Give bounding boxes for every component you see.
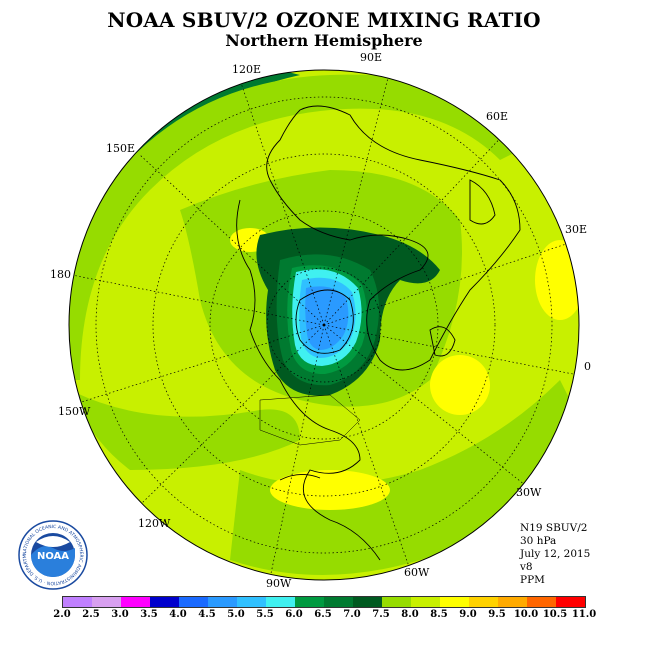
lon-label-30e: 30E bbox=[565, 223, 587, 236]
caribbean-coast bbox=[279, 474, 321, 481]
colorbar-segment bbox=[440, 597, 469, 607]
colorbar-tick-label: 6.0 bbox=[285, 609, 303, 620]
meridian-150e bbox=[139, 154, 325, 326]
meridian-120w bbox=[139, 324, 325, 506]
colorbar-tick-label: 5.5 bbox=[256, 609, 274, 620]
colorbar-segment bbox=[208, 597, 237, 607]
info-level: 30 hPa bbox=[520, 535, 557, 547]
colorbar-segment bbox=[556, 597, 585, 607]
map-title: NOAA SBUV/2 OZONE MIXING RATIO bbox=[107, 8, 541, 32]
colorbar-segment bbox=[179, 597, 208, 607]
field-yellow-europe bbox=[430, 355, 490, 415]
field-green-left bbox=[70, 390, 300, 470]
info-units: PPM bbox=[520, 574, 545, 586]
lon-label-180: 180 bbox=[50, 268, 71, 281]
scandinavia-coast bbox=[429, 326, 456, 357]
meridian-90w bbox=[269, 324, 325, 579]
colorbar-segment bbox=[121, 597, 150, 607]
logo-bird-icon bbox=[36, 536, 70, 547]
ozone-field bbox=[69, 70, 579, 580]
colorbar-segment bbox=[237, 597, 266, 607]
colorbar-tick-label: 5.0 bbox=[227, 609, 245, 620]
lon-label-150e: 150E bbox=[106, 142, 135, 155]
colorbar-tick-label: 9.0 bbox=[459, 609, 477, 620]
colorbar bbox=[62, 596, 586, 608]
colorbar-ticks: 2.0 2.5 3.0 3.5 4.0 4.5 5.0 5.5 6.0 6.5 7.0 7.5 8.0 8… bbox=[53, 609, 596, 623]
lat-circle-30 bbox=[152, 153, 496, 497]
info-satellite: N19 SBUV/2 bbox=[520, 522, 588, 534]
colorbar-tick-label: 3.5 bbox=[140, 609, 158, 620]
info-version: v8 bbox=[520, 561, 533, 573]
colorbar-tick-label: 4.5 bbox=[198, 609, 216, 620]
coastlines bbox=[236, 105, 521, 561]
meridian-30w bbox=[323, 324, 526, 486]
graticule bbox=[71, 70, 579, 579]
meridian-60e bbox=[323, 129, 509, 326]
colorbar-tick-label: 8.5 bbox=[430, 609, 448, 620]
info-date: July 12, 2015 bbox=[520, 548, 591, 560]
greenland-coast bbox=[295, 289, 354, 354]
lon-label-60w: 60W bbox=[404, 566, 430, 579]
colorbar-segment bbox=[469, 597, 498, 607]
lat-circle-70 bbox=[266, 267, 382, 383]
lat-circle-50 bbox=[209, 210, 439, 440]
americas-coast bbox=[236, 199, 381, 561]
colorbar-segment bbox=[353, 597, 382, 607]
colorbar-segment bbox=[498, 597, 527, 607]
field-green-upper bbox=[69, 74, 540, 380]
colorbar-segment bbox=[150, 597, 179, 607]
colorbar-tick-label: 2.0 bbox=[53, 609, 71, 620]
meridian-120e bbox=[239, 79, 325, 326]
india-coast bbox=[469, 179, 496, 225]
lon-label-120w: 120W bbox=[138, 517, 171, 530]
meridian-150w bbox=[71, 324, 325, 406]
lon-label-60e: 60E bbox=[486, 110, 508, 123]
colorbar-tick-label: 7.5 bbox=[372, 609, 390, 620]
colorbar-segment bbox=[527, 597, 556, 607]
lat-circle-10 bbox=[95, 96, 553, 554]
colorbar-segment bbox=[63, 597, 92, 607]
colorbar-segment bbox=[295, 597, 324, 607]
colorbar-tick-label: 10.5 bbox=[542, 609, 568, 620]
us-states-grid bbox=[259, 394, 361, 446]
lon-label-90e: 90E bbox=[360, 51, 382, 64]
colorbar-tick-label: 11.0 bbox=[571, 609, 597, 620]
map-border bbox=[68, 69, 580, 581]
field-yellow-atlantic bbox=[270, 470, 390, 510]
lon-label-120e: 120E bbox=[232, 63, 261, 76]
meridian-30e bbox=[323, 239, 579, 326]
logo-text: NOAA bbox=[37, 551, 69, 562]
logo-wave bbox=[31, 546, 75, 577]
colorbar-segment bbox=[324, 597, 353, 607]
colorbar-tick-label: 9.5 bbox=[488, 609, 506, 620]
colorbar-segment bbox=[411, 597, 440, 607]
colorbar-segment bbox=[266, 597, 295, 607]
colorbar-segment bbox=[382, 597, 411, 607]
colorbar-tick-label: 2.5 bbox=[82, 609, 100, 620]
lon-label-150w: 150W bbox=[58, 405, 91, 418]
eurasia-coast bbox=[266, 105, 521, 371]
meridian-60w bbox=[323, 324, 413, 576]
colorbar-tick-label: 3.0 bbox=[111, 609, 129, 620]
colorbar-segment bbox=[92, 597, 121, 607]
colorbar-tick-label: 4.0 bbox=[169, 609, 187, 620]
field-yellow-east bbox=[535, 240, 579, 320]
lon-label-30w: 30W bbox=[516, 486, 542, 499]
lon-label-0: 0 bbox=[584, 360, 591, 373]
noaa-logo: NATIONAL OCEANIC AND ATMOSPHERIC ADMINIS… bbox=[18, 520, 88, 590]
field-green-lower bbox=[230, 380, 579, 575]
map-subtitle: Northern Hemisphere bbox=[225, 31, 423, 50]
colorbar-tick-label: 8.0 bbox=[401, 609, 419, 620]
meridian-180 bbox=[71, 274, 325, 326]
colorbar-tick-label: 7.0 bbox=[343, 609, 361, 620]
colorbar-tick-label: 10.0 bbox=[513, 609, 539, 620]
lon-label-90w: 90W bbox=[266, 577, 292, 590]
colorbar-tick-label: 6.5 bbox=[314, 609, 332, 620]
